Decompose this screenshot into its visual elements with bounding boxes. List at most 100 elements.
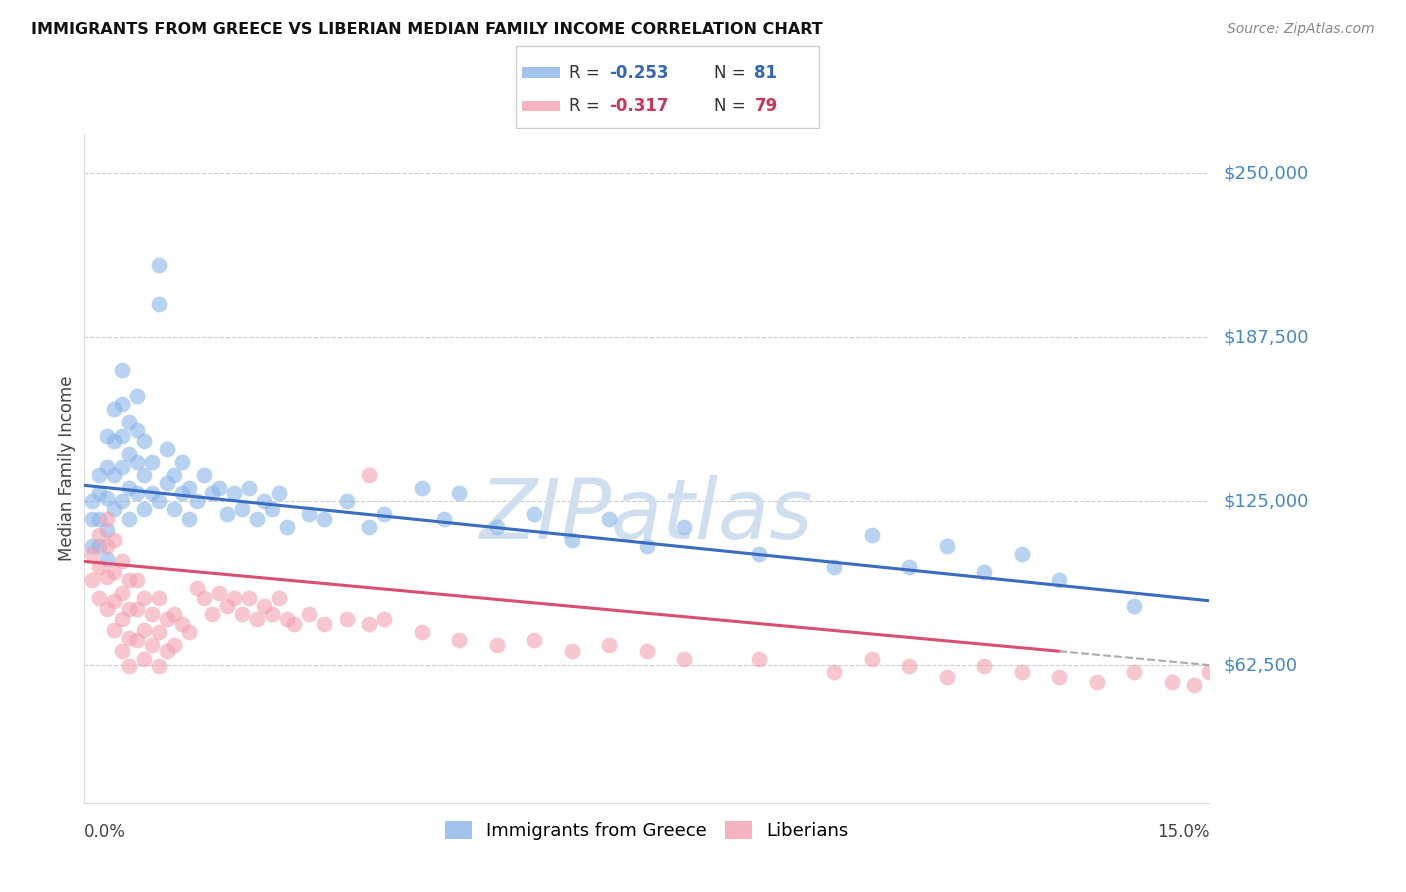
Point	[125, 573, 148, 587]
Point	[96, 491, 118, 506]
Text: 81: 81	[755, 63, 778, 81]
Point	[298, 507, 321, 521]
Point	[80, 539, 103, 553]
Bar	[523, 101, 560, 111]
Point	[111, 460, 134, 475]
Point	[148, 659, 170, 673]
Point	[238, 481, 260, 495]
Point	[89, 528, 111, 542]
Point	[125, 601, 148, 615]
Point	[276, 612, 298, 626]
Text: 15.0%: 15.0%	[1157, 823, 1209, 841]
Point	[103, 434, 125, 448]
Point	[260, 502, 283, 516]
Text: 79: 79	[755, 96, 778, 114]
Point	[118, 416, 141, 430]
Point	[111, 428, 134, 442]
Point	[823, 559, 845, 574]
Point	[823, 665, 845, 679]
Point	[125, 455, 148, 469]
Point	[89, 512, 111, 526]
Point	[156, 475, 179, 490]
Point	[163, 467, 186, 482]
Point	[170, 455, 193, 469]
Point	[170, 486, 193, 500]
Point	[111, 494, 134, 508]
Point	[449, 633, 471, 648]
Text: R =: R =	[569, 96, 605, 114]
Text: $62,500: $62,500	[1223, 656, 1298, 674]
Point	[246, 612, 269, 626]
Point	[485, 639, 508, 653]
Point	[636, 539, 658, 553]
Point	[1047, 573, 1070, 587]
Text: N =: N =	[714, 96, 751, 114]
Point	[118, 447, 141, 461]
Point	[193, 591, 215, 606]
Point	[973, 565, 995, 579]
Point	[103, 402, 125, 417]
Text: R =: R =	[569, 63, 605, 81]
Point	[373, 612, 395, 626]
Point	[89, 486, 111, 500]
Point	[118, 659, 141, 673]
Point	[449, 486, 471, 500]
Point	[253, 599, 276, 613]
Point	[673, 651, 696, 665]
Point	[411, 625, 433, 640]
Point	[148, 297, 170, 311]
Point	[193, 467, 215, 482]
Point	[1123, 599, 1146, 613]
Point	[163, 607, 186, 621]
Point	[103, 533, 125, 548]
Point	[103, 502, 125, 516]
Point	[1123, 665, 1146, 679]
Point	[134, 467, 156, 482]
Point	[134, 651, 156, 665]
Point	[359, 467, 381, 482]
Point	[134, 591, 156, 606]
Point	[111, 554, 134, 568]
Point	[485, 520, 508, 534]
Point	[224, 591, 246, 606]
Point	[253, 494, 276, 508]
Point	[89, 591, 111, 606]
Point	[96, 523, 118, 537]
Text: IMMIGRANTS FROM GREECE VS LIBERIAN MEDIAN FAMILY INCOME CORRELATION CHART: IMMIGRANTS FROM GREECE VS LIBERIAN MEDIA…	[31, 22, 823, 37]
Text: 0.0%: 0.0%	[84, 823, 127, 841]
Bar	[523, 68, 560, 78]
Text: Source: ZipAtlas.com: Source: ZipAtlas.com	[1227, 22, 1375, 37]
Point	[80, 573, 103, 587]
Point	[246, 512, 269, 526]
Point	[1085, 675, 1108, 690]
Point	[89, 559, 111, 574]
Text: $125,000: $125,000	[1223, 492, 1309, 510]
Point	[80, 512, 103, 526]
Point	[1160, 675, 1182, 690]
Point	[134, 623, 156, 637]
Point	[208, 481, 231, 495]
Point	[748, 547, 770, 561]
Point	[1011, 547, 1033, 561]
Text: $250,000: $250,000	[1223, 164, 1309, 182]
Point	[411, 481, 433, 495]
Point	[561, 533, 583, 548]
Point	[111, 397, 134, 411]
Point	[935, 539, 957, 553]
Point	[111, 643, 134, 657]
Point	[269, 486, 291, 500]
Point	[118, 512, 141, 526]
Point	[125, 486, 148, 500]
Point	[118, 601, 141, 615]
Point	[148, 625, 170, 640]
Point	[148, 494, 170, 508]
Point	[156, 442, 179, 456]
Point	[224, 486, 246, 500]
Point	[314, 512, 336, 526]
Point	[208, 586, 231, 600]
Point	[118, 631, 141, 645]
Point	[125, 423, 148, 437]
Y-axis label: Median Family Income: Median Family Income	[58, 376, 76, 561]
Point	[118, 481, 141, 495]
Point	[598, 639, 620, 653]
